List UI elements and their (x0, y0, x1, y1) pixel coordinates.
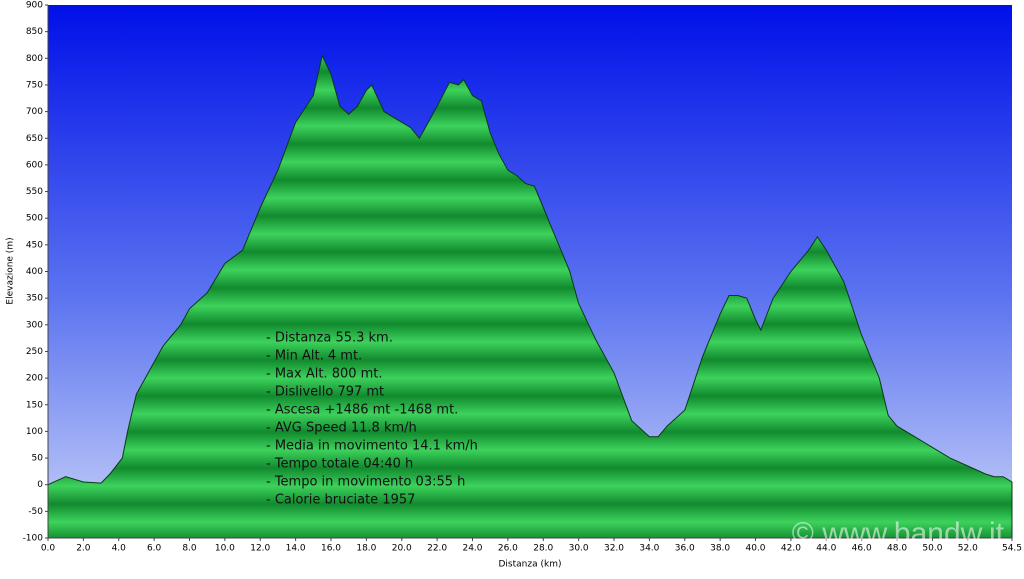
y-tick-label: -100 (23, 534, 44, 544)
annotation: - Calorie bruciate 1957 (266, 493, 415, 508)
x-tick-label: 42.0 (781, 544, 801, 554)
x-tick-label: 44.0 (816, 544, 836, 554)
y-tick-label: 850 (26, 27, 43, 37)
x-tick-label: 10.0 (215, 544, 235, 554)
x-tick-label: 20.0 (392, 544, 412, 554)
y-tick-label: 350 (26, 294, 43, 304)
y-axis-label: Elevazione (m) (6, 237, 16, 304)
y-tick-label: 150 (26, 400, 43, 410)
y-tick-label: 250 (26, 347, 43, 357)
y-tick-label: 650 (26, 134, 43, 144)
annotation: - Max Alt. 800 mt. (266, 367, 383, 382)
x-tick-label: 28.0 (533, 544, 553, 554)
x-tick-label: 18.0 (356, 544, 376, 554)
x-tick-label: 50.0 (922, 544, 942, 554)
annotation: - Tempo totale 04:40 h (266, 457, 413, 472)
y-tick-label: 50 (32, 454, 44, 464)
annotation: - Media in movimento 14.1 km/h (266, 439, 478, 454)
y-tick-label: 400 (26, 267, 43, 277)
x-tick-label: 34.0 (639, 544, 659, 554)
annotation: - Dislivello 797 mt (266, 385, 384, 400)
area (47, 54, 1013, 539)
x-tick-label: 0.0 (41, 544, 56, 554)
x-axis-label: Distanza (km) (499, 560, 562, 570)
y-tick-label: 0 (37, 480, 43, 490)
y-tick-label: 300 (26, 320, 43, 330)
x-tick-label: 46.0 (852, 544, 872, 554)
annotation: - Ascesa +1486 mt -1468 mt. (266, 403, 458, 418)
y-tick-label: 450 (26, 240, 43, 250)
annotation: - Tempo in movimento 03:55 h (266, 475, 465, 490)
y-tick-label: 800 (26, 54, 43, 64)
x-tick-label: 26.0 (498, 544, 518, 554)
x-tick-label: 36.0 (675, 544, 695, 554)
y-tick-label: 700 (26, 107, 43, 117)
y-tick-label: 600 (26, 160, 43, 170)
x-tick-label: 30.0 (569, 544, 589, 554)
x-tick-label: 8.0 (182, 544, 197, 554)
y-tick-label: 550 (26, 187, 43, 197)
watermark: © www.bandw.it (792, 517, 1005, 550)
x-tick-label: 22.0 (427, 544, 447, 554)
x-tick-label: 14.0 (286, 544, 306, 554)
y-tick-label: 750 (26, 80, 43, 90)
y-tick-label: 500 (26, 214, 43, 224)
x-tick-label: 48.0 (887, 544, 907, 554)
y-tick-label: 200 (26, 374, 43, 384)
x-tick-label: 40.0 (745, 544, 765, 554)
x-tick-label: 24.0 (462, 544, 482, 554)
x-tick-label: 54.5 (1002, 544, 1022, 554)
x-tick-label: 4.0 (112, 544, 127, 554)
y-tick-label: -50 (28, 507, 43, 517)
x-tick-label: 2.0 (76, 544, 91, 554)
x-tick-label: 6.0 (147, 544, 162, 554)
y-tick-label: 100 (26, 427, 43, 437)
x-tick-label: 16.0 (321, 544, 341, 554)
annotation: - Min Alt. 4 mt. (266, 349, 362, 364)
annotation: - Distanza 55.3 km. (266, 331, 393, 346)
x-tick-label: 38.0 (710, 544, 730, 554)
x-tick-label: 12.0 (250, 544, 270, 554)
y-tick-label: 900 (26, 1, 43, 11)
annotation: - AVG Speed 11.8 km/h (266, 421, 417, 436)
x-tick-label: 52.0 (958, 544, 978, 554)
x-tick-label: 32.0 (604, 544, 624, 554)
